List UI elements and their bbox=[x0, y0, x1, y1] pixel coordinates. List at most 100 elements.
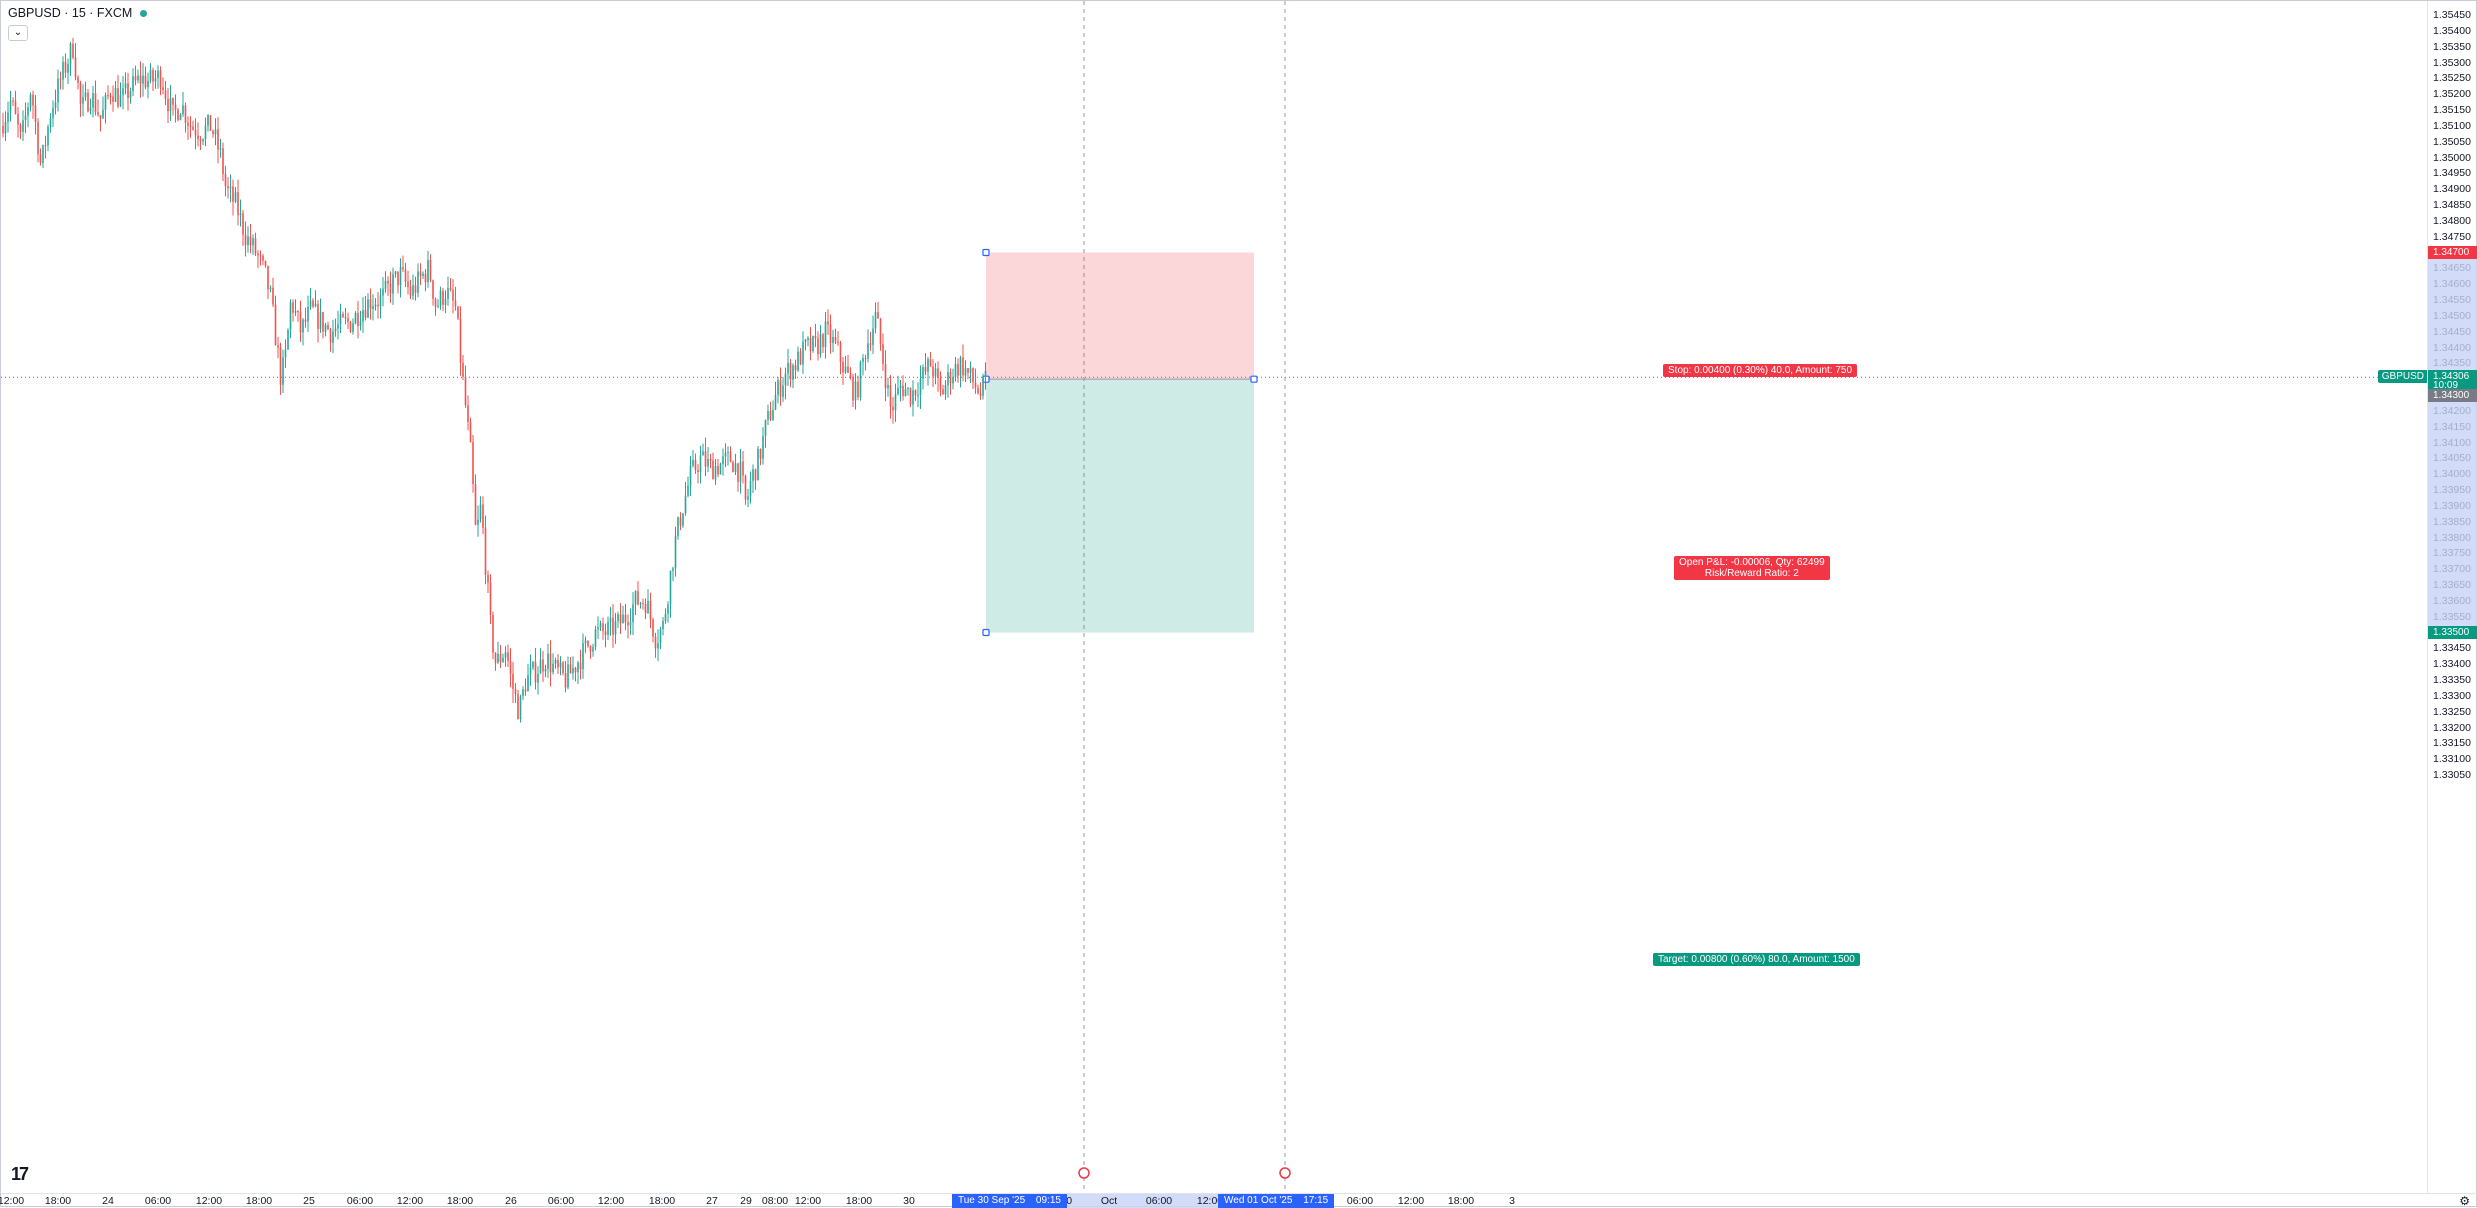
candle-body bbox=[684, 495, 687, 514]
candle-body bbox=[479, 504, 482, 520]
candle-body bbox=[574, 667, 577, 673]
candle-body bbox=[629, 621, 632, 626]
candle-body bbox=[82, 97, 84, 104]
candle-body bbox=[357, 312, 359, 326]
candle-body bbox=[594, 629, 597, 647]
drag-handle[interactable] bbox=[1250, 375, 1258, 383]
candle-body bbox=[892, 406, 894, 411]
open-pl-label[interactable]: Open P&L: -0.00006, Qty: 62499 Risk/Rewa… bbox=[1674, 556, 1830, 580]
price-tick: 1.34800 bbox=[2433, 214, 2471, 227]
candle-body bbox=[527, 674, 529, 692]
candle-body bbox=[599, 623, 602, 628]
candle-body bbox=[767, 410, 769, 421]
candle-body bbox=[29, 94, 32, 108]
candle-body bbox=[934, 368, 937, 377]
countdown-label: 10:09 bbox=[2428, 378, 2477, 392]
candle-body bbox=[697, 469, 699, 472]
candle-body bbox=[219, 148, 222, 150]
time-text: 17:15 bbox=[1300, 1195, 1329, 1206]
candle-body bbox=[354, 312, 357, 324]
candle-body bbox=[384, 280, 387, 289]
candle-body bbox=[114, 88, 117, 102]
time-tick: 06:00 bbox=[547, 1195, 575, 1207]
candle-body bbox=[419, 271, 422, 277]
candle-body bbox=[214, 129, 217, 135]
candle-body bbox=[154, 78, 157, 82]
candle-body bbox=[374, 304, 377, 307]
candle-body bbox=[929, 359, 932, 367]
time-scale[interactable]: ⚙ 12:00 18:00 24 06:00 12:00 18:00 25 06:00 12:0… bbox=[0, 1193, 2477, 1208]
stop-label[interactable]: Stop: 0.00400 (0.30%) 40.0, Amount: 750 bbox=[1663, 364, 1858, 377]
candle-body bbox=[412, 285, 414, 296]
candle-body bbox=[119, 95, 122, 107]
candle-body bbox=[944, 385, 947, 395]
candle-body bbox=[832, 337, 834, 344]
candle-body bbox=[399, 267, 402, 286]
candle-body bbox=[194, 129, 197, 136]
candle-body bbox=[602, 623, 604, 632]
candle-body bbox=[12, 100, 14, 102]
candle-body bbox=[289, 302, 292, 330]
candle-body bbox=[822, 334, 824, 347]
candle-body bbox=[764, 420, 767, 436]
candle-body bbox=[777, 380, 779, 395]
candle-body bbox=[217, 129, 219, 150]
candle-body bbox=[664, 613, 667, 622]
candle-body bbox=[167, 98, 169, 112]
candle-body bbox=[627, 622, 629, 626]
candle-body bbox=[197, 135, 199, 140]
candle-body bbox=[644, 604, 647, 614]
symbol-legend-text: GBPUSD · 15 · FXCM bbox=[8, 6, 133, 20]
chart-pane[interactable]: GBPUSD · 15 · FXCM ⌄ Stop: 0.00400 (0.30… bbox=[1, 1, 2427, 1193]
candle-body bbox=[709, 458, 712, 461]
candle-body bbox=[857, 381, 859, 398]
candle-body bbox=[877, 312, 879, 319]
candle-body bbox=[774, 394, 777, 410]
candle-body bbox=[969, 368, 972, 373]
candle-body bbox=[729, 451, 732, 462]
time-tick: 06:00 bbox=[1145, 1195, 1173, 1207]
price-tick: 1.34900 bbox=[2433, 183, 2471, 196]
time-tick: 18:00 bbox=[44, 1195, 72, 1207]
candle-body bbox=[679, 517, 682, 526]
price-tick: 1.33300 bbox=[2433, 689, 2471, 702]
candle-body bbox=[872, 328, 874, 345]
candle-body bbox=[37, 122, 39, 155]
candle-body bbox=[669, 570, 672, 605]
candle-body bbox=[229, 186, 232, 189]
candle-body bbox=[529, 667, 532, 675]
candle-body bbox=[704, 451, 707, 467]
candle-body bbox=[757, 448, 759, 481]
target-label[interactable]: Target: 0.00800 (0.60%) 80.0, Amount: 15… bbox=[1653, 953, 1860, 966]
candle-body bbox=[744, 475, 747, 500]
candle-body bbox=[232, 186, 234, 202]
candle-body bbox=[897, 388, 899, 395]
candle-body bbox=[789, 362, 792, 380]
candle-body bbox=[719, 464, 722, 475]
candle-body bbox=[657, 643, 659, 649]
candle-body bbox=[727, 451, 729, 453]
candle-body bbox=[89, 107, 92, 112]
candle-body bbox=[609, 617, 612, 623]
candle-body bbox=[534, 661, 537, 683]
gear-icon[interactable]: ⚙ bbox=[2459, 1194, 2470, 1208]
symbol-legend[interactable]: GBPUSD · 15 · FXCM bbox=[8, 6, 148, 20]
candle-body bbox=[672, 568, 674, 571]
price-tick: 1.35050 bbox=[2433, 135, 2471, 148]
candle-body bbox=[567, 664, 569, 688]
drag-handle[interactable] bbox=[982, 628, 990, 637]
candle-body bbox=[112, 96, 114, 102]
candlestick-chart[interactable] bbox=[1, 1, 2427, 1193]
candle-body bbox=[612, 617, 614, 635]
candle-body bbox=[92, 93, 94, 108]
candle-body bbox=[659, 629, 662, 644]
candle-body bbox=[179, 114, 182, 121]
candle-body bbox=[759, 448, 762, 459]
candle-body bbox=[459, 318, 462, 363]
candle-body bbox=[247, 236, 249, 246]
chevron-down-icon[interactable]: ⌄ bbox=[8, 25, 28, 41]
drag-handle[interactable] bbox=[982, 248, 990, 257]
price-scale[interactable]: 1.35450 1.35400 1.35350 1.35300 1.35250 1.352… bbox=[2427, 1, 2477, 1193]
tradingview-logo-icon[interactable]: 17 bbox=[11, 1164, 29, 1184]
candle-body bbox=[572, 667, 574, 674]
